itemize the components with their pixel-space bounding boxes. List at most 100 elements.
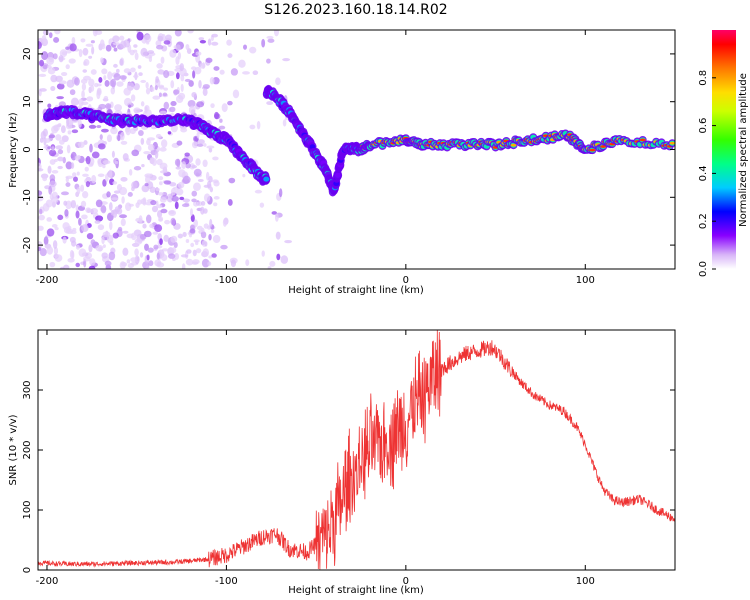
noise-blob — [65, 64, 70, 70]
x-tick-label: -200 — [36, 275, 59, 286]
noise-blob — [58, 80, 67, 85]
noise-blob — [170, 217, 176, 226]
noise-blob — [156, 204, 163, 209]
noise-blob — [69, 236, 76, 243]
noise-blob — [133, 74, 139, 78]
noise-blob — [138, 215, 143, 224]
ridge-core — [335, 172, 342, 178]
noise-blob — [42, 176, 48, 182]
noise-blob — [48, 57, 54, 63]
noise-blob — [101, 252, 108, 259]
noise-blob — [170, 235, 178, 243]
noise-blob — [221, 103, 228, 113]
noise-blob — [57, 156, 64, 162]
noise-blob — [256, 120, 261, 130]
noise-blob — [88, 124, 97, 129]
noise-blob — [182, 231, 187, 238]
y-tick-label: -10 — [22, 189, 33, 205]
noise-blob — [275, 77, 281, 86]
noise-blob — [227, 100, 233, 106]
noise-blob — [103, 75, 107, 81]
noise-blob — [41, 35, 47, 44]
spectrogram-xlabel: Height of straight line (km) — [288, 285, 424, 296]
noise-blob — [140, 101, 145, 107]
noise-blob — [227, 198, 233, 206]
noise-blob — [86, 96, 94, 102]
noise-blob — [191, 261, 199, 265]
noise-blob — [95, 244, 104, 252]
noise-blob — [58, 55, 64, 63]
noise-blob — [64, 209, 69, 217]
noise-blob — [91, 46, 95, 55]
noise-blob — [252, 70, 259, 75]
noise-blob — [143, 34, 152, 43]
noise-blob — [208, 147, 213, 153]
noise-blob — [51, 146, 55, 151]
noise-blob — [163, 40, 171, 45]
noise-blob — [112, 35, 120, 43]
noise-blob — [178, 92, 186, 100]
noise-blob — [137, 65, 142, 69]
snr-panel: -200 -100 0 100 0 100 200 300 Height of straigh… — [8, 329, 676, 596]
noise-blob — [75, 210, 80, 219]
noise-blob — [198, 37, 205, 41]
noise-blob — [156, 63, 163, 69]
noise-blob — [49, 174, 56, 182]
noise-blob — [179, 63, 185, 71]
ridge-peak — [589, 148, 596, 152]
noise-blob — [158, 85, 165, 90]
noise-blob — [112, 232, 119, 239]
noise-blob — [49, 261, 56, 268]
noise-blob — [104, 260, 112, 267]
noise-blob — [196, 225, 203, 231]
noise-blob — [100, 39, 105, 48]
noise-blob — [154, 84, 158, 91]
noise-blob — [187, 30, 194, 34]
noise-blob — [150, 199, 157, 206]
noise-blob — [202, 248, 210, 258]
noise-blob — [80, 184, 85, 192]
noise-blob — [191, 91, 197, 98]
noise-blob — [85, 207, 92, 214]
y-tick-label: 0 — [22, 146, 33, 152]
noise-blob — [138, 72, 143, 76]
noise-blob — [230, 68, 238, 76]
x-tick-label: 0 — [403, 576, 409, 587]
noise-blob — [119, 214, 127, 219]
noise-blob — [230, 259, 237, 268]
noise-blob — [196, 101, 205, 108]
noise-blob — [191, 190, 198, 197]
noise-blob — [47, 103, 52, 109]
noise-blob — [77, 154, 81, 160]
snr-series-line — [38, 330, 675, 570]
noise-blob — [50, 74, 58, 83]
noise-blob — [185, 44, 190, 50]
noise-blob — [81, 224, 89, 233]
noise-blob — [208, 255, 213, 259]
noise-blob — [155, 76, 159, 84]
snr-ticks: -200 -100 0 100 0 100 200 300 — [22, 330, 675, 587]
y-tick-label: 200 — [22, 440, 33, 459]
noise-blob — [173, 241, 178, 248]
noise-blob — [147, 247, 154, 253]
noise-blob — [273, 30, 279, 37]
y-tick-label: -20 — [22, 237, 33, 253]
noise-blob — [188, 80, 194, 87]
noise-blob — [96, 89, 101, 94]
noise-blob — [156, 262, 165, 268]
noise-blob — [163, 180, 172, 185]
noise-blob — [207, 38, 212, 46]
noise-blob — [182, 198, 191, 203]
noise-blob — [102, 160, 111, 165]
noise-blob — [66, 144, 71, 154]
noise-blob — [69, 43, 77, 52]
noise-blob — [122, 153, 129, 161]
noise-blob — [146, 138, 151, 146]
noise-blob — [140, 137, 145, 145]
noise-blob — [147, 50, 155, 54]
noise-blob — [38, 214, 45, 221]
noise-blob — [84, 166, 89, 172]
noise-blob — [220, 244, 228, 250]
noise-blob — [119, 186, 128, 196]
noise-blob — [55, 145, 64, 150]
